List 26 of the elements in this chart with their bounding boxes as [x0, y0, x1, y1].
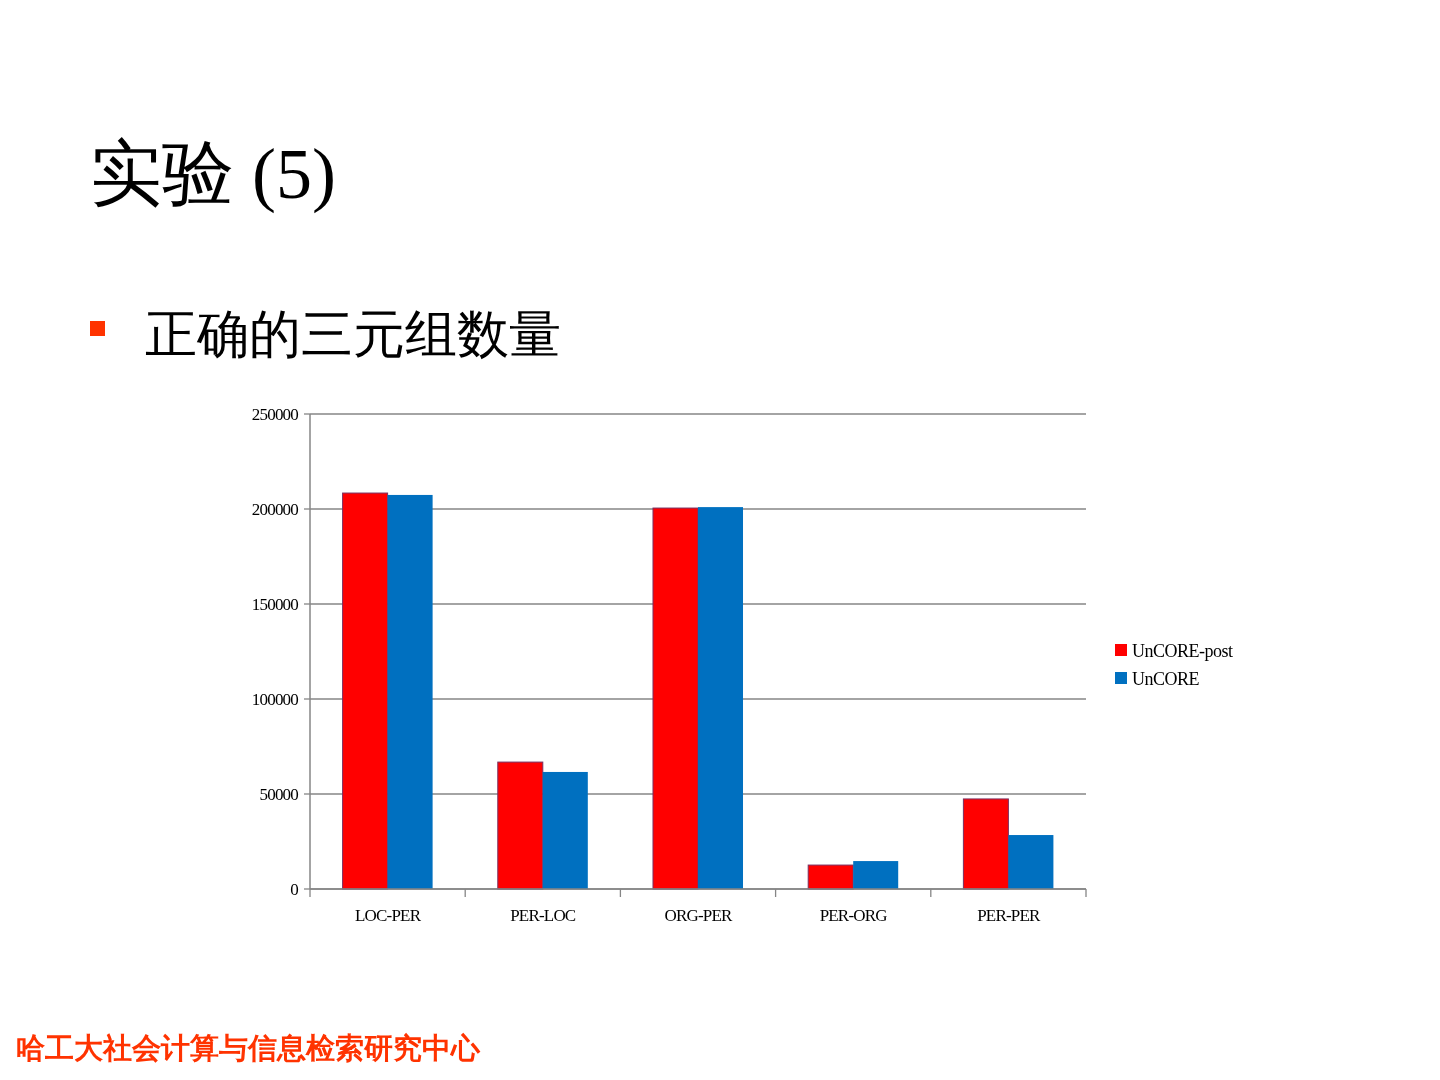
x-tick-label: PER-LOC: [510, 906, 576, 925]
x-tick-label: LOC-PER: [354, 906, 422, 925]
bar: [962, 798, 1009, 890]
bar: [387, 494, 433, 889]
x-tick-label: ORG-PER: [664, 906, 734, 925]
x-tick-label: PER-ORG: [819, 906, 888, 925]
legend-label: UnCORE: [1132, 669, 1200, 689]
bar: [698, 507, 744, 889]
bar: [497, 761, 544, 890]
y-tick-label: 100000: [251, 690, 299, 709]
y-tick-label: 200000: [251, 500, 299, 519]
bar: [807, 864, 854, 890]
y-tick-label: 150000: [251, 595, 299, 614]
text: 哈工大社会计算与信息检索研究中心: [16, 1032, 481, 1064]
legend-label: UnCORE-post: [1132, 641, 1233, 661]
bar: [342, 492, 389, 890]
y-tick-label: 250000: [251, 405, 299, 424]
bar: [652, 507, 699, 890]
bar: [1008, 835, 1054, 889]
chart-title: 实验 (5): [90, 134, 336, 214]
x-tick-label: PER-PER: [977, 906, 1042, 925]
y-tick-label: 50000: [259, 785, 299, 804]
bar: [853, 861, 899, 889]
y-tick-label: 0: [290, 880, 299, 899]
bar: [542, 771, 588, 889]
chart-subtitle: 正确的三元组数量: [145, 306, 561, 363]
